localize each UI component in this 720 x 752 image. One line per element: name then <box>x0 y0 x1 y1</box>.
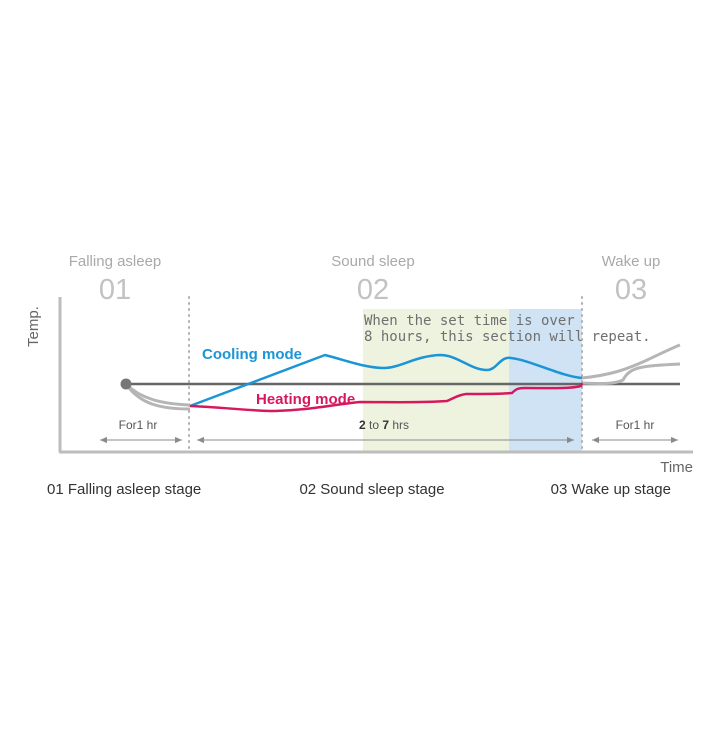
stage-3-title: Wake up <box>602 253 661 270</box>
repeat-zone-green <box>363 309 509 452</box>
repeat-note-line-2: 8 hours, this section will repeat. <box>364 329 651 345</box>
start-point <box>120 378 132 390</box>
wake-up-curve-upper <box>581 343 681 380</box>
sound-sleep-duration: 2 to 7 hrs <box>359 418 409 432</box>
y-axis-label: Temp. <box>25 306 42 347</box>
sound-sleep-duration-to: to <box>369 418 379 432</box>
sound-sleep-duration-max: 7 <box>382 418 389 432</box>
sound-sleep-duration-unit: hrs <box>392 418 409 432</box>
stage-2-title: Sound sleep <box>331 253 414 270</box>
falling-asleep-curve-lower <box>124 383 191 411</box>
stage-2-label: 02 Sound sleep stage <box>299 481 444 498</box>
sound-sleep-duration-min: 2 <box>359 418 366 432</box>
x-axis-label: Time <box>660 459 693 476</box>
repeat-zone-blue <box>509 309 582 452</box>
falling-asleep-duration: For1 hr <box>119 418 158 432</box>
repeat-note-line-1: When the set time is over <box>364 313 575 329</box>
stage-1-label: 01 Falling asleep stage <box>47 481 201 498</box>
heating-mode-label: Heating mode <box>256 391 355 408</box>
stage-1-number: 01 <box>99 274 131 306</box>
heating-mode-line <box>189 382 584 413</box>
cooling-mode-line <box>189 353 583 408</box>
stage-1-title: Falling asleep <box>69 253 162 270</box>
stage-2-number: 02 <box>357 274 389 306</box>
wake-up-curve-lower <box>581 362 681 386</box>
stage-3-number: 03 <box>615 274 647 306</box>
wake-up-duration: For1 hr <box>616 418 655 432</box>
cooling-mode-label: Cooling mode <box>202 346 302 363</box>
stage-3-label: 03 Wake up stage <box>551 481 671 498</box>
